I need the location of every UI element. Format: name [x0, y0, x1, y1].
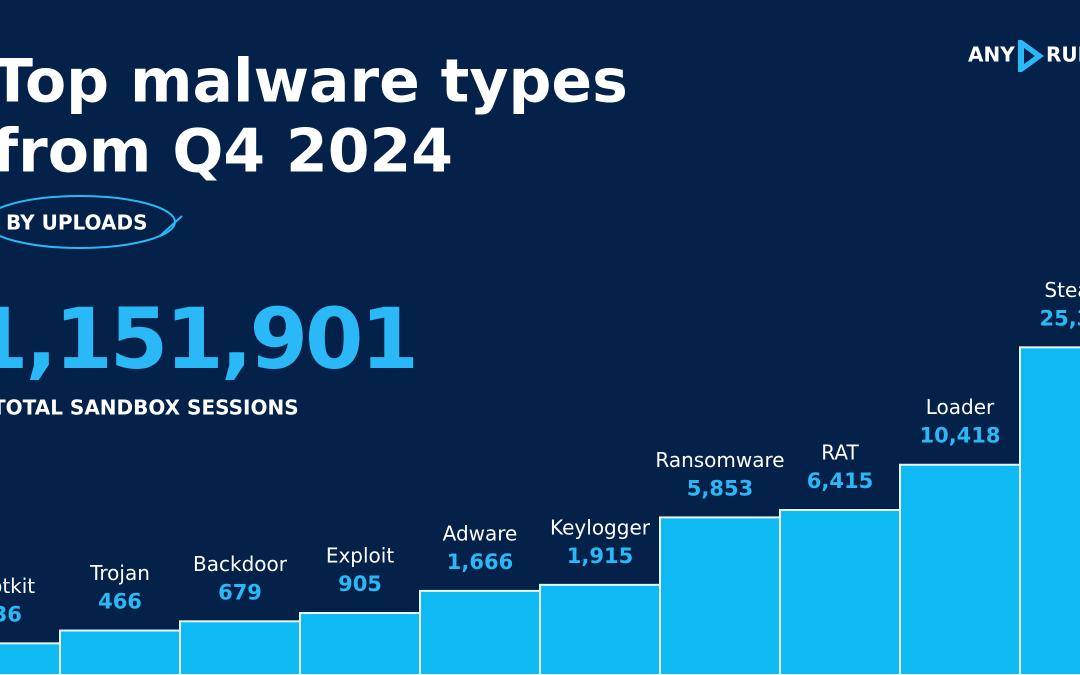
logo: RUN [1046, 43, 1080, 67]
bar [899, 463, 1021, 675]
subtitle-stroke [159, 215, 183, 237]
category-label: Backdoor [193, 552, 288, 576]
value-label: 905 [338, 572, 382, 596]
bar [659, 516, 781, 675]
value-label: 1,666 [447, 550, 513, 574]
bar [0, 642, 61, 675]
value-label: 5,853 [687, 476, 753, 500]
category-label: RAT [821, 441, 859, 465]
total: 1,151,901 [0, 290, 416, 388]
bar [179, 620, 301, 675]
subtitle: BY UPLOADS [6, 211, 147, 235]
category-label: Loader [926, 395, 995, 419]
value-label: 466 [98, 590, 142, 614]
category-label: Adware [443, 521, 518, 545]
bar [419, 589, 541, 675]
logo-icon [1018, 40, 1044, 72]
category-label: Stealer [1044, 278, 1080, 302]
chart-title: from Q4 2024 [0, 117, 453, 187]
category-label: Keylogger [550, 515, 651, 539]
category-label: Ransomware [655, 448, 784, 472]
logo: ANY [968, 43, 1015, 67]
value-label: 1,915 [567, 544, 633, 568]
bar [539, 583, 661, 675]
value-label: 25,300 [1039, 306, 1080, 330]
category-label: Exploit [326, 544, 395, 568]
bar [1019, 346, 1080, 675]
bar [59, 629, 181, 675]
total-label: TOTAL SANDBOX SESSIONS [0, 396, 299, 420]
value-label: 236 [0, 602, 22, 626]
value-label: 10,418 [919, 424, 1000, 448]
chart-title: Top malware types [0, 47, 628, 117]
bar [779, 509, 901, 675]
value-label: 6,415 [807, 469, 873, 493]
value-label: 679 [218, 580, 262, 604]
bar [299, 612, 421, 675]
category-label: Rootkit [0, 574, 35, 598]
category-label: Trojan [89, 561, 150, 585]
